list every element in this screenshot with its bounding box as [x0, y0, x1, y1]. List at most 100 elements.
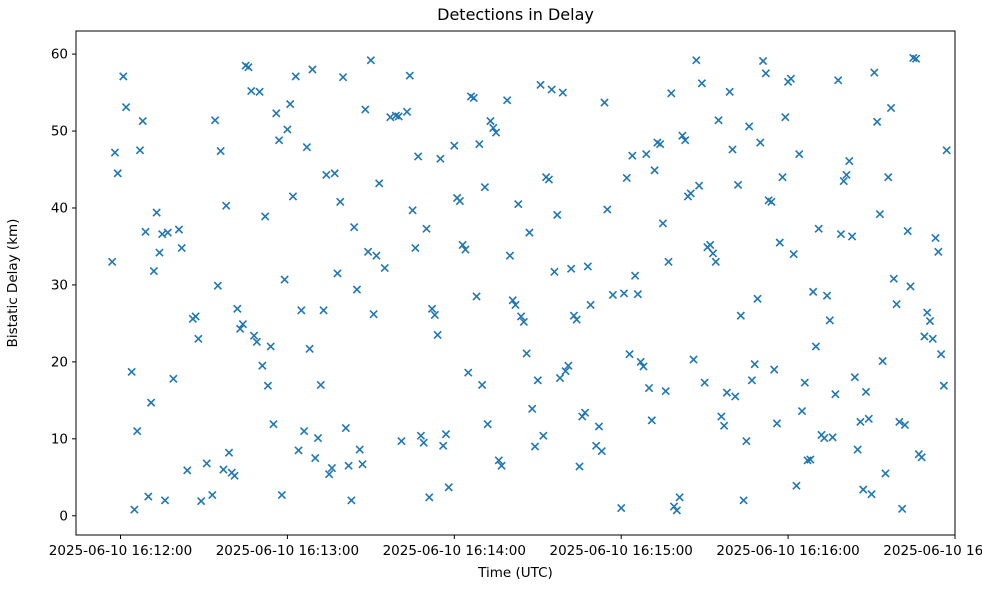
x-tick-label: 2025-06-10 16:14:00 — [383, 543, 526, 559]
data-point-marker — [138, 116, 147, 126]
data-point-marker — [302, 143, 312, 152]
data-point-marker — [928, 334, 937, 343]
data-point-marker — [330, 169, 339, 178]
data-point-marker — [419, 438, 428, 447]
data-point-marker — [208, 490, 217, 500]
data-point-marker — [884, 173, 893, 182]
data-point-marker — [238, 320, 248, 329]
data-point-marker — [681, 136, 690, 145]
data-point-marker — [255, 87, 264, 96]
data-point-marker — [316, 380, 325, 390]
data-point-marker — [394, 112, 403, 121]
data-point-marker — [747, 376, 757, 385]
data-point-marker — [336, 197, 345, 206]
data-point-marker — [736, 311, 745, 320]
data-point-marker — [859, 485, 868, 494]
data-point-marker — [297, 306, 306, 315]
data-point-marker — [711, 257, 720, 267]
data-point-marker — [375, 179, 384, 188]
data-point-marker — [617, 503, 626, 513]
data-point-marker — [561, 366, 570, 376]
data-point-marker — [917, 453, 926, 462]
data-point-marker — [778, 173, 787, 182]
data-point-marker — [436, 154, 445, 163]
data-point-marker — [324, 470, 334, 479]
data-point-marker — [728, 145, 737, 154]
data-point-marker — [572, 315, 581, 324]
data-point-marker — [803, 456, 812, 465]
data-point-marker — [347, 496, 356, 505]
data-point-marker — [639, 362, 648, 371]
data-point-marker — [667, 89, 676, 98]
data-point-marker — [441, 430, 451, 439]
x-tick-label: 2025-06-10 16:15:00 — [550, 543, 693, 559]
data-point-marker — [402, 107, 412, 116]
data-point-marker — [491, 128, 501, 137]
data-point-marker — [920, 332, 929, 341]
data-point-marker — [508, 296, 517, 305]
x-axis-label: Time (UTC) — [477, 565, 553, 581]
data-point-marker — [277, 490, 287, 500]
data-point-marker — [391, 111, 401, 120]
data-point-marker — [870, 68, 879, 77]
data-point-marker — [472, 292, 481, 301]
data-point-marker — [895, 417, 904, 427]
data-point-marker — [770, 365, 779, 374]
data-point-marker — [619, 289, 629, 298]
data-point-marker — [881, 469, 890, 478]
data-point-marker — [425, 493, 434, 502]
data-point-marker — [586, 300, 595, 310]
data-point-marker — [875, 209, 885, 219]
data-point-marker — [416, 431, 426, 440]
data-point-marker — [121, 103, 131, 112]
data-point-marker — [847, 232, 857, 241]
data-point-marker — [283, 125, 292, 134]
data-point-marker — [828, 433, 837, 442]
data-point-marker — [233, 304, 242, 313]
data-point-marker — [327, 463, 337, 473]
data-point-marker — [775, 238, 784, 247]
data-point-marker — [427, 304, 437, 313]
data-point-marker — [750, 360, 759, 369]
data-point-marker — [444, 483, 453, 492]
data-point-marker — [714, 116, 723, 125]
data-point-marker — [622, 173, 631, 183]
y-tick-label: 20 — [51, 354, 68, 370]
data-point-marker — [633, 289, 643, 299]
data-point-marker — [522, 349, 531, 358]
data-point-marker — [369, 309, 378, 319]
data-points — [107, 53, 951, 515]
data-point-marker — [497, 461, 506, 470]
data-point-marker — [397, 436, 406, 446]
data-point-marker — [564, 361, 573, 370]
data-point-marker — [934, 247, 943, 257]
data-point-marker — [630, 271, 640, 280]
data-point-marker — [235, 324, 245, 333]
data-point-marker — [864, 414, 873, 423]
data-point-marker — [333, 269, 342, 278]
data-point-marker — [141, 227, 150, 236]
y-tick-label: 40 — [51, 201, 68, 217]
data-point-marker — [756, 138, 765, 147]
data-point-marker — [797, 406, 807, 416]
data-point-marker — [263, 381, 273, 390]
data-point-marker — [814, 224, 823, 233]
data-point-marker — [580, 408, 590, 417]
y-axis-label: Bistatic Delay (km) — [5, 219, 21, 348]
plot-border — [75, 30, 956, 536]
data-point-marker — [900, 420, 910, 430]
data-point-marker — [628, 151, 637, 160]
data-point-marker — [107, 257, 117, 267]
data-point-marker — [555, 373, 565, 383]
x-tick-label: 2025-06-10 16:17:00 — [883, 543, 982, 559]
data-point-marker — [694, 181, 704, 190]
data-point-marker — [872, 117, 882, 126]
data-point-marker — [127, 367, 136, 377]
data-point-marker — [219, 465, 228, 474]
data-point-marker — [558, 88, 567, 97]
data-point-marker — [258, 361, 267, 370]
data-point-marker — [252, 337, 261, 347]
data-point-marker — [717, 412, 726, 421]
data-point-marker — [845, 156, 854, 166]
